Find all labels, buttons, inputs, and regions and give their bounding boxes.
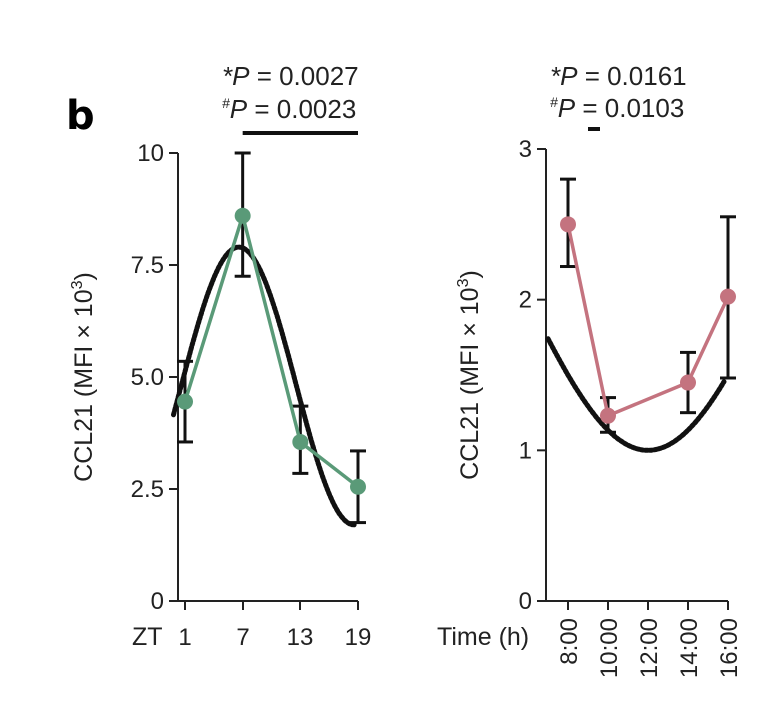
x-tick-label: 10:00 bbox=[596, 618, 623, 678]
y-tick-label: 2 bbox=[519, 287, 532, 314]
x-tick-label: 13 bbox=[287, 624, 314, 651]
data-point bbox=[177, 393, 193, 410]
y-tick-label: 10 bbox=[137, 140, 164, 167]
data-point bbox=[350, 478, 366, 495]
y-tick-label: 2.5 bbox=[131, 476, 164, 503]
x-tick-label: 12:00 bbox=[636, 618, 663, 678]
p-value-annotation: *P = 0.0027 bbox=[222, 61, 359, 91]
series-line bbox=[183, 209, 360, 489]
y-tick-label: 3 bbox=[519, 136, 532, 163]
x-axis-label: ZT bbox=[132, 623, 163, 651]
chart-time: 0 1 2 3 8:00 10:00 12:00 14:00 16:00 Time (h) CCL2… bbox=[437, 61, 743, 678]
x-tick-label: 7 bbox=[236, 624, 249, 651]
y-tick-label: 0 bbox=[519, 588, 532, 615]
data-point bbox=[720, 288, 736, 305]
x-axis-label: Time (h) bbox=[437, 623, 529, 651]
chart-zt: 0 2.5 5.0 7.5 10 1 7 13 19 ZT CCL21 (MFI × 103) *P … bbox=[69, 61, 371, 651]
p-value-annotation: #P = 0.0103 bbox=[550, 93, 684, 123]
x-tick-label: 16:00 bbox=[716, 618, 743, 678]
data-point bbox=[292, 433, 309, 450]
data-point bbox=[560, 216, 576, 233]
y-axis-label: CCL21 (MFI × 103) bbox=[69, 272, 98, 482]
x-tick-label: 19 bbox=[345, 624, 372, 651]
y-tick-label: 7.5 bbox=[131, 252, 164, 279]
data-point bbox=[234, 207, 251, 224]
data-point bbox=[600, 407, 616, 424]
p-value-annotation: *P = 0.0161 bbox=[550, 61, 687, 91]
panel-letter: b bbox=[66, 93, 95, 139]
x-tick-label: 1 bbox=[178, 624, 191, 651]
y-tick-label: 5.0 bbox=[131, 364, 164, 391]
x-tick-label: 8:00 bbox=[556, 618, 583, 665]
y-tick-label: 1 bbox=[519, 437, 532, 464]
fit-curve bbox=[171, 244, 357, 528]
series-line bbox=[566, 223, 730, 419]
y-tick-label: 0 bbox=[151, 588, 164, 615]
y-axis-label: CCL21 (MFI × 103) bbox=[455, 270, 484, 480]
p-value-annotation: #P = 0.0023 bbox=[222, 94, 356, 124]
x-tick-label: 14:00 bbox=[676, 618, 703, 678]
fit-curve bbox=[545, 336, 727, 453]
data-point bbox=[680, 374, 696, 391]
